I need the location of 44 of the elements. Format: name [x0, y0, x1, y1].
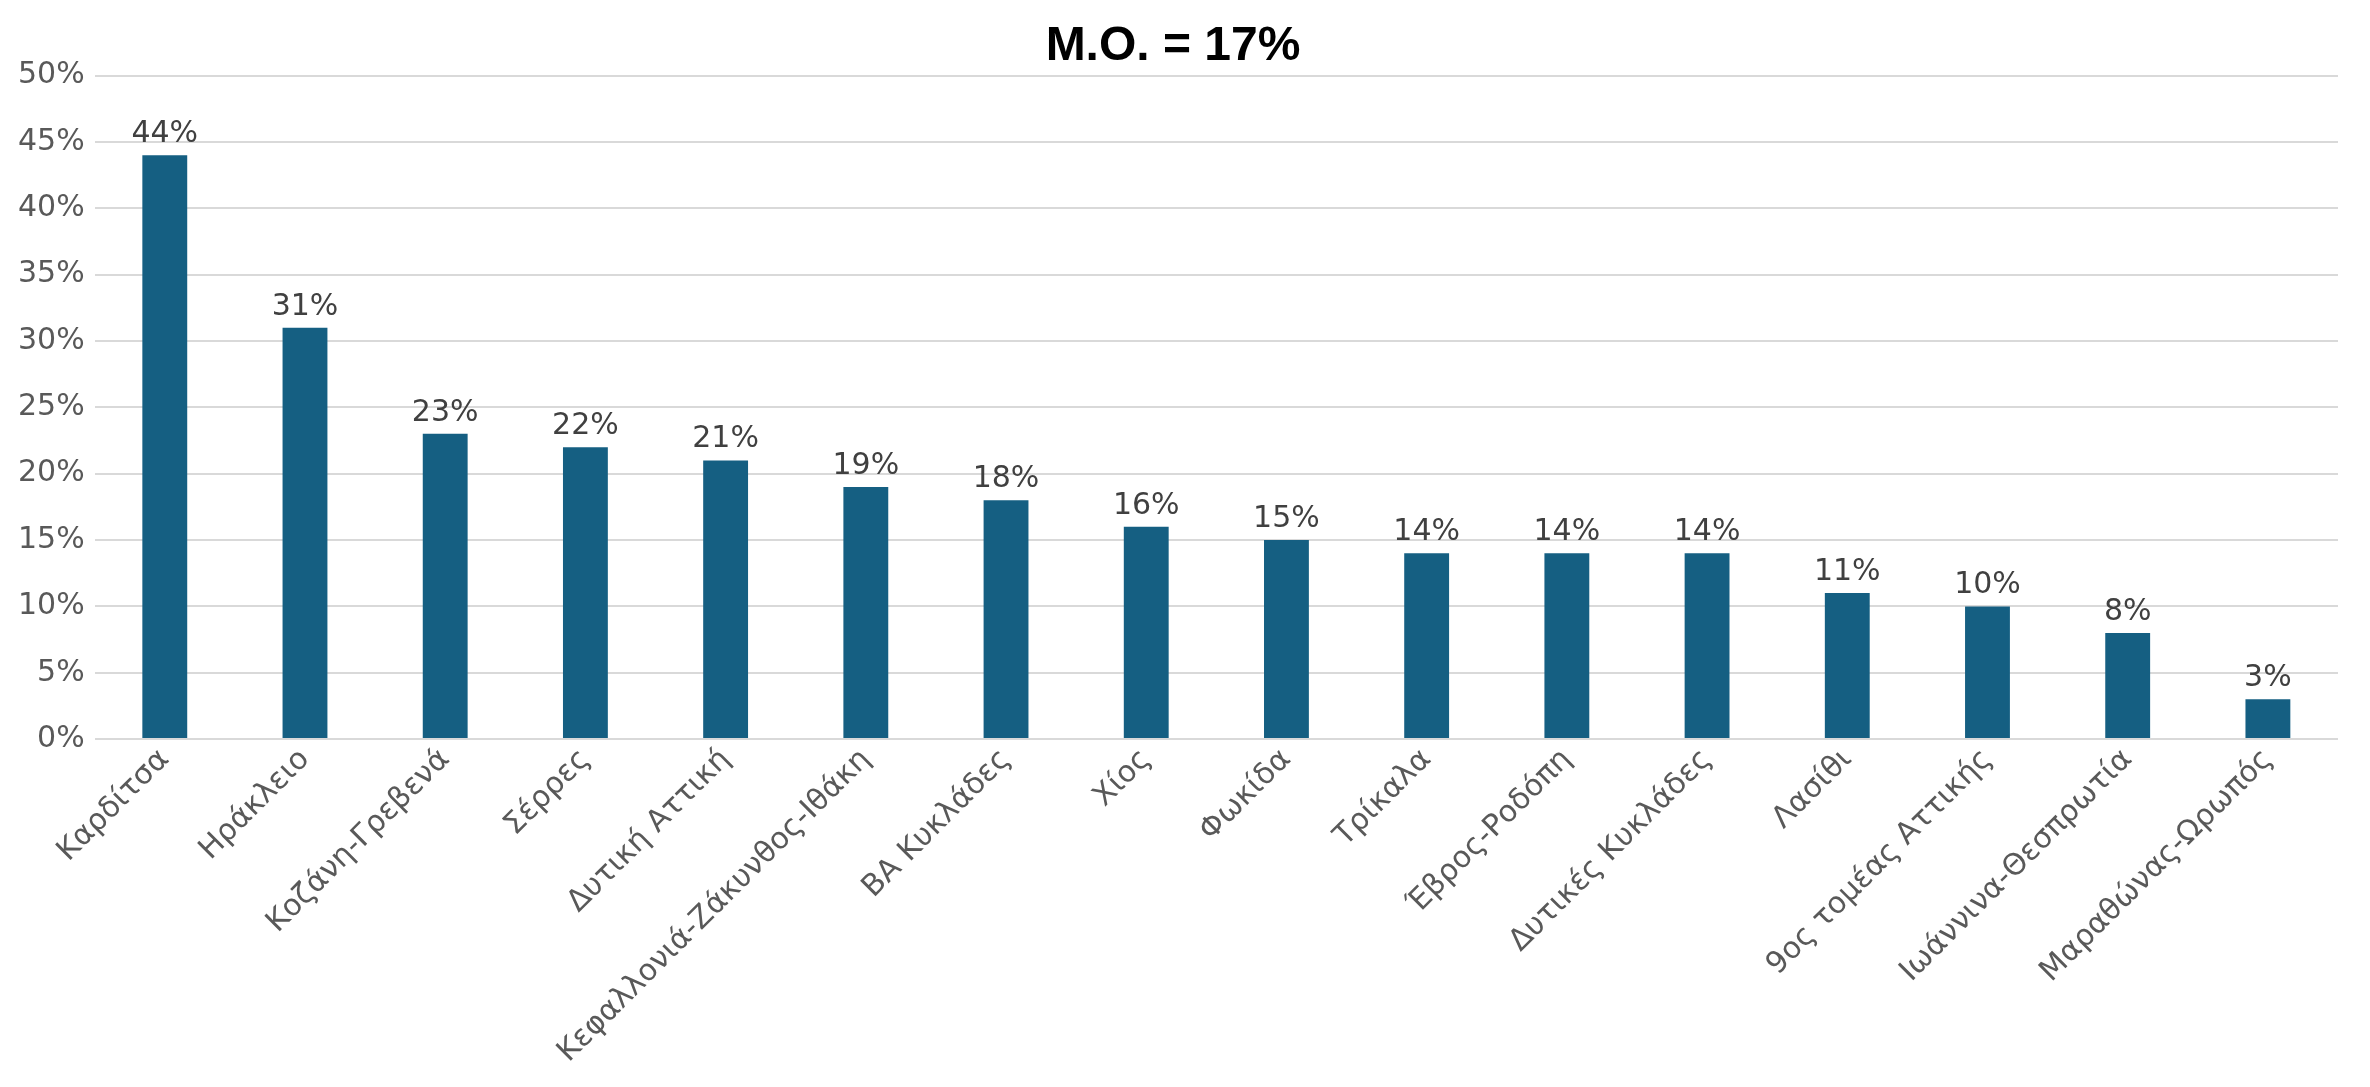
- data-label: 14%: [1673, 512, 1741, 548]
- chart-title: Μ.Ο. = 17%: [1045, 17, 1301, 71]
- bar: [703, 460, 749, 739]
- bar: [422, 433, 468, 739]
- data-label: 19%: [832, 445, 900, 481]
- data-label: 14%: [1393, 512, 1460, 548]
- bar: [2105, 632, 2151, 739]
- bar: [562, 447, 608, 739]
- bar: [1684, 553, 1730, 739]
- data-label: 21%: [692, 419, 759, 455]
- bar: [142, 155, 188, 739]
- bar: [1544, 553, 1590, 739]
- data-label: 18%: [972, 459, 1040, 495]
- bar: [1264, 540, 1309, 739]
- y-tick-label: 10%: [17, 586, 85, 622]
- y-tick-label: 15%: [17, 519, 85, 555]
- bar: [2245, 699, 2291, 739]
- y-tick-label: 30%: [17, 320, 85, 356]
- data-label: 16%: [1112, 485, 1180, 521]
- data-label: 14%: [1533, 512, 1601, 548]
- data-label: 10%: [1954, 565, 2021, 601]
- bar: [282, 327, 328, 739]
- bar: [1404, 553, 1450, 739]
- bar: [1965, 606, 2010, 739]
- data-label: 11%: [1813, 551, 1881, 587]
- data-label: 3%: [2244, 658, 2292, 694]
- bar: [983, 500, 1029, 739]
- y-tick-label: 50%: [17, 55, 85, 91]
- y-tick-label: 0%: [37, 718, 85, 754]
- y-tick-label: 45%: [17, 121, 85, 157]
- data-label: 31%: [271, 286, 339, 322]
- data-label: 8%: [2103, 591, 2152, 627]
- data-label: 22%: [552, 405, 619, 441]
- bar: [843, 486, 889, 739]
- y-tick-label: 20%: [17, 453, 85, 489]
- data-label: 15%: [1253, 498, 1320, 534]
- bar: [1123, 526, 1169, 739]
- y-tick-label: 35%: [17, 254, 85, 290]
- y-tick-label: 5%: [37, 652, 85, 688]
- data-label: 23%: [411, 392, 479, 428]
- data-label: 44%: [131, 114, 199, 150]
- bar: [1824, 593, 1870, 739]
- y-tick-label: 40%: [17, 188, 85, 224]
- y-tick-label: 25%: [17, 387, 85, 423]
